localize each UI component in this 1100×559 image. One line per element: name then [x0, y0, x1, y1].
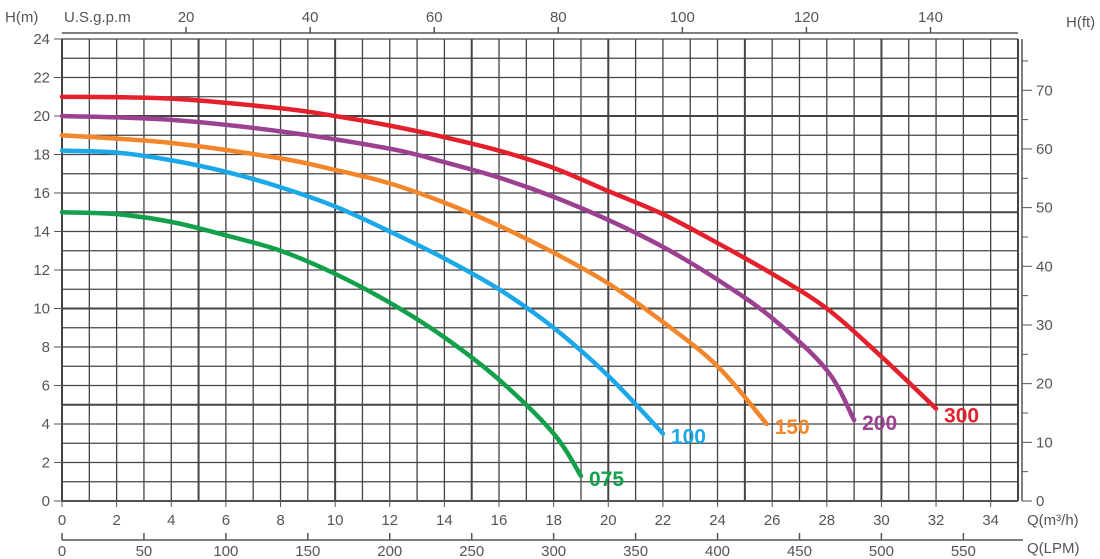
- lpm-tick-label: 500: [869, 543, 894, 559]
- gpm-tick-label: 40: [302, 9, 319, 26]
- x-tick-label: 16: [491, 512, 508, 529]
- y-tick-label: 6: [42, 378, 50, 395]
- y-tick-label: 14: [33, 224, 50, 241]
- ft-tick-label: 0: [1036, 493, 1044, 510]
- y-tick-label: 8: [42, 339, 50, 356]
- x-tick-label: 14: [436, 512, 453, 529]
- lpm-tick-label: 550: [951, 543, 976, 559]
- lpm-tick-label: 400: [705, 543, 730, 559]
- lpm-tick-label: 250: [459, 543, 484, 559]
- gpm-axis-label: U.S.g.p.m: [64, 9, 131, 26]
- x-tick-label: 34: [982, 512, 999, 529]
- y-tick-label: 16: [33, 185, 50, 202]
- lpm-tick-label: 50: [136, 543, 153, 559]
- y-tick-label: 2: [42, 455, 50, 472]
- curves: 075 100 150 200 300: [59, 94, 979, 491]
- curve-label-300: 300: [944, 405, 979, 428]
- y-tick-label: 24: [33, 31, 50, 48]
- x-tick-label: 0: [58, 512, 66, 529]
- curve-200: [59, 113, 857, 423]
- y-tick-label: 10: [33, 301, 50, 318]
- y-tick-label: 20: [33, 108, 50, 125]
- curve-label-100: 100: [671, 426, 706, 449]
- curve-label-150: 150: [775, 416, 810, 439]
- x-tick-label: 8: [276, 512, 284, 529]
- x-tick-label: 2: [112, 512, 120, 529]
- ft-tick-label: 60: [1036, 141, 1053, 158]
- ft-tick-label: 30: [1036, 317, 1053, 334]
- ft-tick-label: 70: [1036, 82, 1053, 99]
- x-axis-label: Q(m³/h): [1027, 512, 1079, 529]
- ft-tick-label: 10: [1036, 434, 1053, 451]
- gpm-tick-label: 60: [426, 9, 443, 26]
- gpm-tick-label: 140: [918, 9, 943, 26]
- lpm-tick-label: 200: [377, 543, 402, 559]
- ft-tick-label: 50: [1036, 200, 1053, 217]
- y-axis-label: H(m): [5, 9, 38, 26]
- y-tick-label: 12: [33, 262, 50, 279]
- y-tick-label: 4: [42, 416, 50, 433]
- x-tick-label: 20: [600, 512, 617, 529]
- grid: [61, 38, 1019, 502]
- curve-label-075: 075: [589, 468, 624, 491]
- curve-150: [59, 133, 769, 427]
- gpm-tick-label: 100: [670, 9, 695, 26]
- lpm-axis-label: Q(LPM): [1027, 540, 1080, 557]
- x-tick-label: 24: [709, 512, 726, 529]
- curve-075: [59, 210, 584, 479]
- curve-label-200: 200: [862, 412, 897, 435]
- right-axis-label: H(ft): [1066, 14, 1095, 31]
- x-tick-label: 28: [818, 512, 835, 529]
- lpm-tick-label: 350: [623, 543, 648, 559]
- x-tick-label: 6: [222, 512, 230, 529]
- x-tick-label: 26: [764, 512, 781, 529]
- x-tick-label: 12: [381, 512, 398, 529]
- x-tick-label: 30: [873, 512, 890, 529]
- y-tick-label: 18: [33, 147, 50, 164]
- x-tick-label: 32: [928, 512, 945, 529]
- lpm-tick-label: 300: [541, 543, 566, 559]
- gpm-tick-label: 120: [794, 9, 819, 26]
- y-tick-label: 0: [42, 493, 50, 510]
- lpm-tick-label: 100: [213, 543, 238, 559]
- curve-300: [59, 94, 939, 411]
- ft-tick-label: 20: [1036, 376, 1053, 393]
- x-tick-label: 4: [167, 512, 175, 529]
- gpm-tick-label: 80: [550, 9, 567, 26]
- x-tick-label: 10: [327, 512, 344, 529]
- x-tick-label: 18: [545, 512, 562, 529]
- x-tick-label: 22: [655, 512, 672, 529]
- lpm-tick-label: 450: [787, 543, 812, 559]
- lpm-tick-label: 0: [58, 543, 66, 559]
- lpm-tick-label: 150: [295, 543, 320, 559]
- ft-tick-label: 40: [1036, 258, 1053, 275]
- gpm-tick-label: 20: [178, 9, 195, 26]
- curve-100: [59, 148, 666, 436]
- y-tick-label: 22: [33, 70, 50, 87]
